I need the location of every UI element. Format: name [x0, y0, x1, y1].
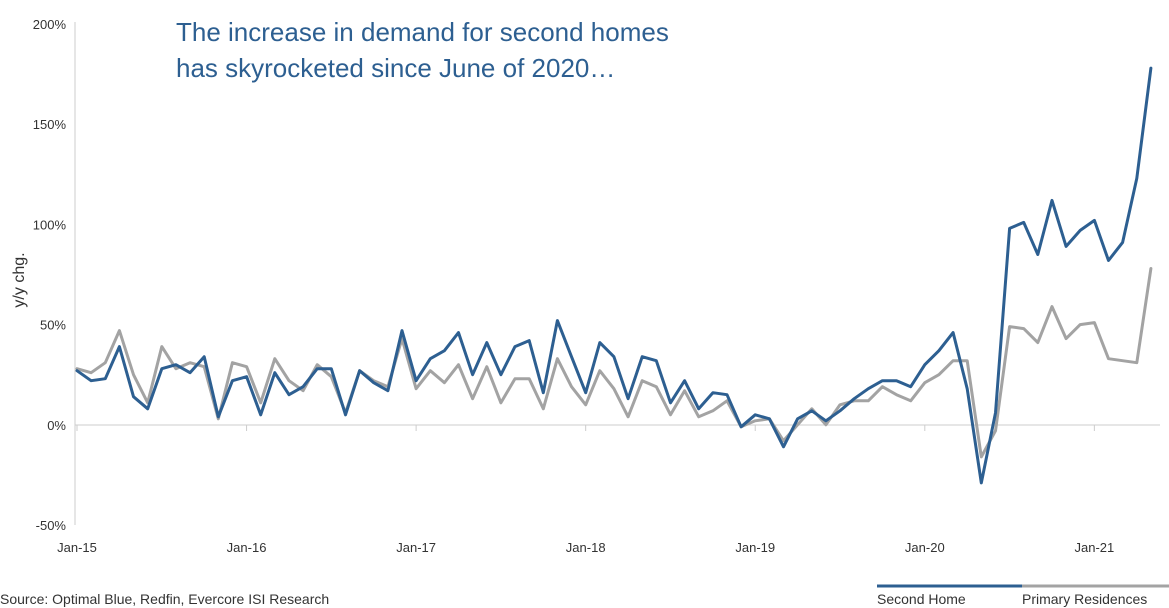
y-tick-label: 50% [40, 318, 66, 333]
x-tick-label: Jan-17 [396, 540, 436, 555]
series-line-primary-residences [75, 267, 1153, 459]
y-tick-label: 0% [47, 418, 66, 433]
x-tick-label: Jan-15 [57, 540, 97, 555]
y-axis-ticks: -50% 0% 50% 100% 150% 200% [33, 17, 67, 533]
x-tick-label: Jan-16 [227, 540, 267, 555]
y-tick-label: -50% [36, 518, 67, 533]
series-layer [75, 66, 1153, 485]
y-tick-label: 200% [33, 17, 67, 32]
chart-title-line-1: The increase in demand for second homes [176, 17, 669, 47]
legend-label-primary: Primary Residences [1022, 591, 1148, 607]
x-tick-label: Jan-20 [905, 540, 945, 555]
series-line-second-home [75, 66, 1153, 485]
x-tick-label: Jan-19 [735, 540, 775, 555]
y-axis-label: y/y chg. [11, 252, 28, 307]
x-tick-label: Jan-18 [566, 540, 606, 555]
source-note: Source: Optimal Blue, Redfin, Evercore I… [0, 591, 330, 607]
x-axis-ticks: Jan-15 Jan-16 Jan-17 Jan-18 Jan-19 Jan-20 Jan-… [57, 425, 1114, 555]
y-tick-label: 150% [33, 117, 67, 132]
chart-title: The increase in demand for second homes … [176, 17, 669, 83]
x-tick-label: Jan-21 [1074, 540, 1114, 555]
y-tick-label: 100% [33, 217, 67, 232]
legend-label-second-home: Second Home [877, 591, 966, 607]
chart-title-line-2: has skyrocketed since June of 2020… [176, 53, 615, 83]
